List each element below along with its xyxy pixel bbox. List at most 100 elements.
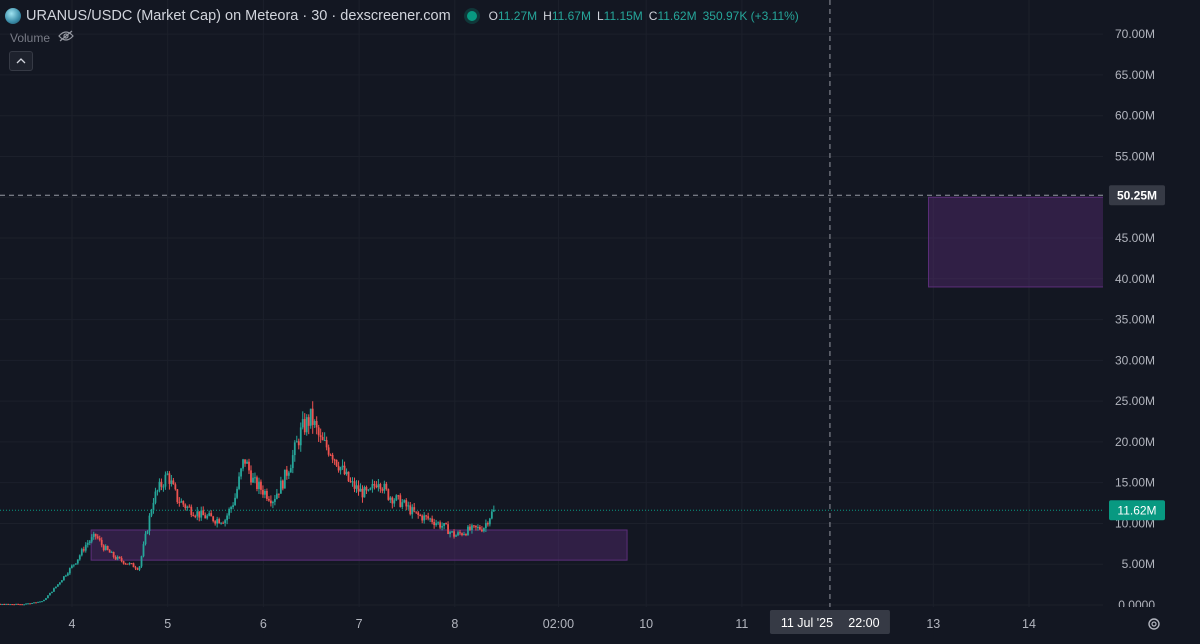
- volume-legend[interactable]: Volume: [10, 30, 74, 45]
- candle-up: [411, 507, 414, 515]
- candle-up: [164, 474, 167, 487]
- candle-down: [188, 506, 191, 508]
- candle-down: [212, 516, 215, 522]
- x-tick-label: 14: [1022, 617, 1036, 631]
- candle-down: [385, 483, 388, 490]
- candle-down: [132, 563, 135, 568]
- candle-up: [341, 465, 344, 468]
- candle-up: [377, 484, 380, 488]
- candle-down: [13, 604, 16, 606]
- candle-down: [303, 419, 306, 433]
- candle-up: [457, 532, 459, 536]
- candle-up: [264, 490, 266, 495]
- x-axis-background: [0, 607, 1200, 644]
- candle-down: [122, 561, 125, 564]
- candle-down: [311, 408, 314, 425]
- candle-up: [64, 575, 67, 577]
- candle-down: [222, 522, 225, 524]
- candle-up: [484, 523, 487, 529]
- candle-down: [473, 525, 475, 527]
- candle-up: [271, 501, 274, 504]
- candle-up: [305, 417, 308, 433]
- candle-down: [335, 459, 338, 466]
- candle-up: [33, 602, 35, 604]
- candle-up: [477, 526, 479, 528]
- candle-down: [218, 519, 221, 524]
- eye-hidden-icon[interactable]: [58, 30, 74, 45]
- candle-up: [144, 533, 147, 545]
- candle-up: [309, 408, 312, 426]
- candle-up: [128, 563, 131, 565]
- candle-up: [254, 477, 256, 479]
- candle-up: [84, 544, 87, 551]
- candle-up: [25, 603, 27, 605]
- candle-down: [321, 436, 324, 441]
- candle-down: [375, 485, 378, 488]
- candle-up: [467, 526, 469, 536]
- candle-down: [337, 465, 340, 471]
- candle-up: [240, 468, 242, 477]
- candle-up: [299, 427, 302, 446]
- candle-up: [152, 502, 155, 511]
- candle-up: [488, 518, 491, 525]
- x-tick-label: 11: [735, 617, 748, 631]
- zones: [90, 196, 1116, 561]
- candle-up: [313, 421, 316, 425]
- candle-down: [268, 498, 270, 501]
- candle-down: [130, 563, 133, 565]
- candle-down: [174, 484, 177, 490]
- candle-up: [291, 455, 294, 469]
- candle-up: [242, 459, 244, 469]
- candle-up: [154, 491, 157, 503]
- settings-gear-icon[interactable]: [1148, 618, 1160, 630]
- candle-up: [59, 582, 61, 585]
- candle-down: [333, 459, 336, 461]
- candle-down: [210, 513, 213, 517]
- x-axis: 4 5 6 7 8 02:00 10 11 13 14: [0, 607, 1200, 644]
- candle-down: [112, 551, 115, 558]
- candle-down: [285, 469, 288, 476]
- candle-up: [393, 500, 396, 504]
- candle-down: [329, 454, 332, 456]
- candle-up: [389, 497, 392, 500]
- ohlc-high: H11.67M: [543, 9, 591, 23]
- candle-down: [178, 502, 181, 504]
- ohlc-change: 350.97K (+3.11%): [702, 9, 799, 23]
- candle-down: [21, 604, 23, 606]
- candle-down: [343, 465, 346, 475]
- crosshair-price-tag: 50.25M: [1109, 185, 1165, 206]
- crosshair: [0, 0, 1103, 607]
- candle-up: [355, 485, 358, 489]
- candle-down: [373, 484, 376, 486]
- candle-down: [391, 497, 394, 504]
- candle-up: [463, 534, 465, 536]
- candle-up: [78, 555, 81, 560]
- candle-down: [486, 523, 489, 525]
- candle-down: [365, 487, 368, 491]
- candle-up: [443, 523, 445, 527]
- candle-up: [383, 483, 386, 491]
- axis-tags: 50.25M 11.62M 11 Jul '25 22:00: [769, 185, 1165, 634]
- candle-down: [248, 461, 250, 471]
- candle-up: [437, 522, 440, 524]
- collapse-button[interactable]: [9, 51, 33, 71]
- candle-up: [15, 603, 18, 605]
- symbol-title[interactable]: URANUS/USDC (Market Cap) on Meteora · 30…: [26, 8, 451, 24]
- candle-up: [407, 505, 410, 507]
- candle-down: [160, 481, 163, 487]
- candle-up: [31, 603, 33, 605]
- candle-down: [176, 489, 179, 503]
- candle-down: [184, 504, 187, 508]
- y-tick-label: 30.00M: [1115, 353, 1155, 367]
- candle-up: [455, 535, 457, 537]
- candle-down: [204, 515, 207, 519]
- candle-up: [206, 515, 209, 519]
- candle-up: [180, 501, 183, 503]
- candle-up: [236, 488, 238, 498]
- candle-down: [35, 602, 37, 604]
- candle-up: [367, 489, 370, 491]
- candle-down: [397, 495, 400, 497]
- candle-up: [80, 549, 83, 556]
- candle-down: [297, 441, 300, 446]
